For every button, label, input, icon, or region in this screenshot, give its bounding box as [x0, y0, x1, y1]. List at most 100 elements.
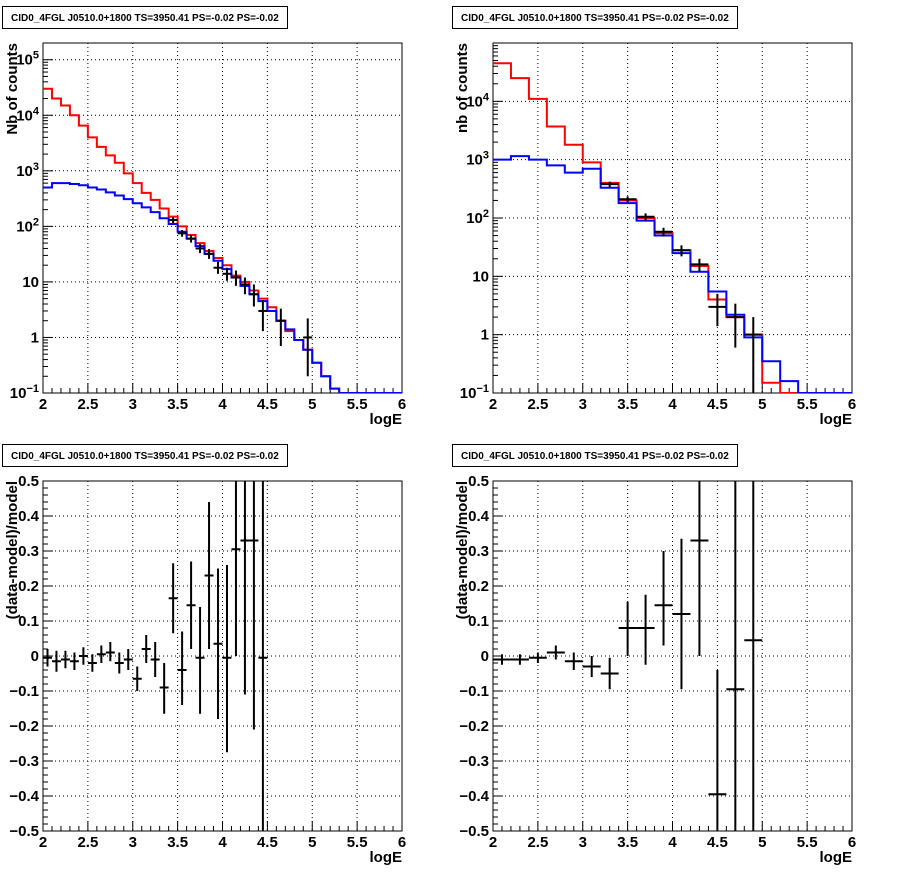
data-point [231, 270, 241, 286]
data-point [636, 594, 655, 665]
data-point [690, 481, 709, 656]
data-point [726, 481, 745, 831]
data-point [600, 181, 619, 187]
x-tick-label: 5.5 [347, 396, 368, 413]
chart-counts-left: 2 2.5 3 3.5 4 4.5 5 5.5 6 10−1 1 10 102 103 104 105 logE… [4, 42, 406, 428]
x-tick-label: 3 [579, 834, 587, 851]
y-tick-label: 102 [466, 208, 489, 227]
grid-lines [43, 481, 402, 831]
x-tick-label: 5 [758, 396, 766, 413]
y-tick-label: −0.5 [9, 823, 39, 840]
plot-area [43, 87, 402, 393]
plot-area [493, 62, 852, 393]
data-point [87, 654, 97, 672]
y-tick-label: 103 [466, 150, 489, 169]
x-tick-label: 5 [308, 396, 316, 413]
data-point [564, 652, 583, 670]
x-tick-label: 3.5 [617, 834, 638, 851]
data-point [303, 318, 313, 377]
axis-ticks [42, 480, 403, 832]
y-tick-label: −0.3 [459, 753, 489, 770]
y-tick-label: 0.4 [468, 508, 490, 525]
plot-area [43, 481, 268, 831]
y-tick-label: 104 [16, 105, 40, 124]
x-tick-label: 4.5 [257, 396, 278, 413]
y-tick-label: 103 [16, 161, 39, 180]
x-tick-label: 4.5 [257, 834, 278, 851]
data-point [141, 635, 151, 663]
panel-title-bottom-left: CID0_4FGL J0510.0+1800 TS=3950.41 PS=-0.… [2, 444, 288, 467]
y-axis-title: (data-model)/model [4, 481, 21, 619]
data-point [240, 277, 250, 295]
x-tick-label: 4.5 [707, 834, 728, 851]
y-tick-label: 0.5 [468, 473, 489, 490]
data-point [186, 561, 196, 649]
data-point [654, 551, 673, 646]
data-point [96, 645, 106, 663]
data-point [493, 654, 511, 665]
y-tick-label: 0.3 [18, 543, 39, 560]
y-tick-label: 105 [16, 50, 39, 69]
y-tick-label: −0.3 [9, 753, 39, 770]
x-tick-label: 2 [39, 396, 47, 413]
x-tick-label: 2.5 [77, 396, 98, 413]
x-tick-label: 4.5 [707, 396, 728, 413]
x-tick-label: 6 [398, 396, 406, 413]
panel-title-top-left: CID0_4FGL J0510.0+1800 TS=3950.41 PS=-0.… [2, 6, 288, 29]
data-point [43, 649, 52, 667]
data-point [177, 631, 187, 705]
grid-lines [43, 43, 402, 393]
x-axis-title: logE [370, 411, 403, 428]
data-point [582, 656, 601, 677]
data-point [231, 481, 241, 656]
y-tick-label: −0.5 [459, 823, 489, 840]
x-tick-label: 5 [308, 834, 316, 851]
axis-ticks [492, 480, 853, 832]
y-tick-label: 0.2 [468, 578, 489, 595]
data-point [276, 308, 286, 347]
y-tick-label: 10−1 [10, 383, 39, 402]
x-tick-label: 4 [218, 834, 227, 851]
y-tick-label: −0.4 [9, 788, 39, 805]
y-tick-label: −0.2 [9, 718, 39, 735]
y-tick-label: −0.4 [459, 788, 489, 805]
grid-lines [493, 481, 852, 831]
x-tick-label: 5 [758, 834, 766, 851]
chart-residual-right: 2 2.5 3 3.5 4 4.5 5 5.5 6 −0.5 −0.4 −0.3 −0.2 −0.1 0 0.… [454, 473, 856, 866]
data-point [744, 481, 763, 831]
x-tick-label: 6 [848, 834, 856, 851]
plot-frame [42, 480, 403, 832]
data-point [222, 267, 232, 281]
x-tick-label: 2 [39, 834, 47, 851]
x-tick-label: 3.5 [617, 396, 638, 413]
data-point [636, 213, 655, 221]
x-tick-label: 5.5 [797, 834, 818, 851]
x-tick-label: 4 [218, 396, 227, 413]
x-tick-label: 2.5 [77, 834, 98, 851]
y-tick-label: 10−1 [460, 383, 489, 402]
y-axis-title: Nb of counts [4, 43, 21, 135]
y-tick-label: 0.1 [18, 613, 39, 630]
chart-counts-right: 2 2.5 3 3.5 4 4.5 5 5.5 6 10−1 1 10 102 103 104 logE nb … [454, 42, 856, 428]
data-point [195, 244, 205, 254]
data-point [150, 642, 160, 677]
plot-area [493, 481, 763, 831]
data-point [258, 300, 268, 332]
panel-title-top-right: CID0_4FGL J0510.0+1800 TS=3950.41 PS=-0.… [452, 6, 738, 29]
y-tick-label: 1 [481, 327, 489, 344]
data-point [744, 317, 763, 393]
y-tick-label: 0 [31, 648, 39, 665]
data-point [690, 258, 709, 272]
y-tick-label: −0.2 [459, 718, 489, 735]
y-tick-label: 10 [472, 268, 489, 285]
y-tick-label: 0 [481, 648, 489, 665]
data-point [618, 601, 637, 656]
x-tick-label: 4 [668, 396, 677, 413]
axis-ticks [42, 42, 403, 394]
y-axis-title: (data-model)/model [454, 481, 471, 619]
data-point [213, 261, 223, 274]
data-point [672, 245, 691, 257]
data-point [132, 666, 142, 691]
x-tick-label: 3.5 [167, 396, 188, 413]
